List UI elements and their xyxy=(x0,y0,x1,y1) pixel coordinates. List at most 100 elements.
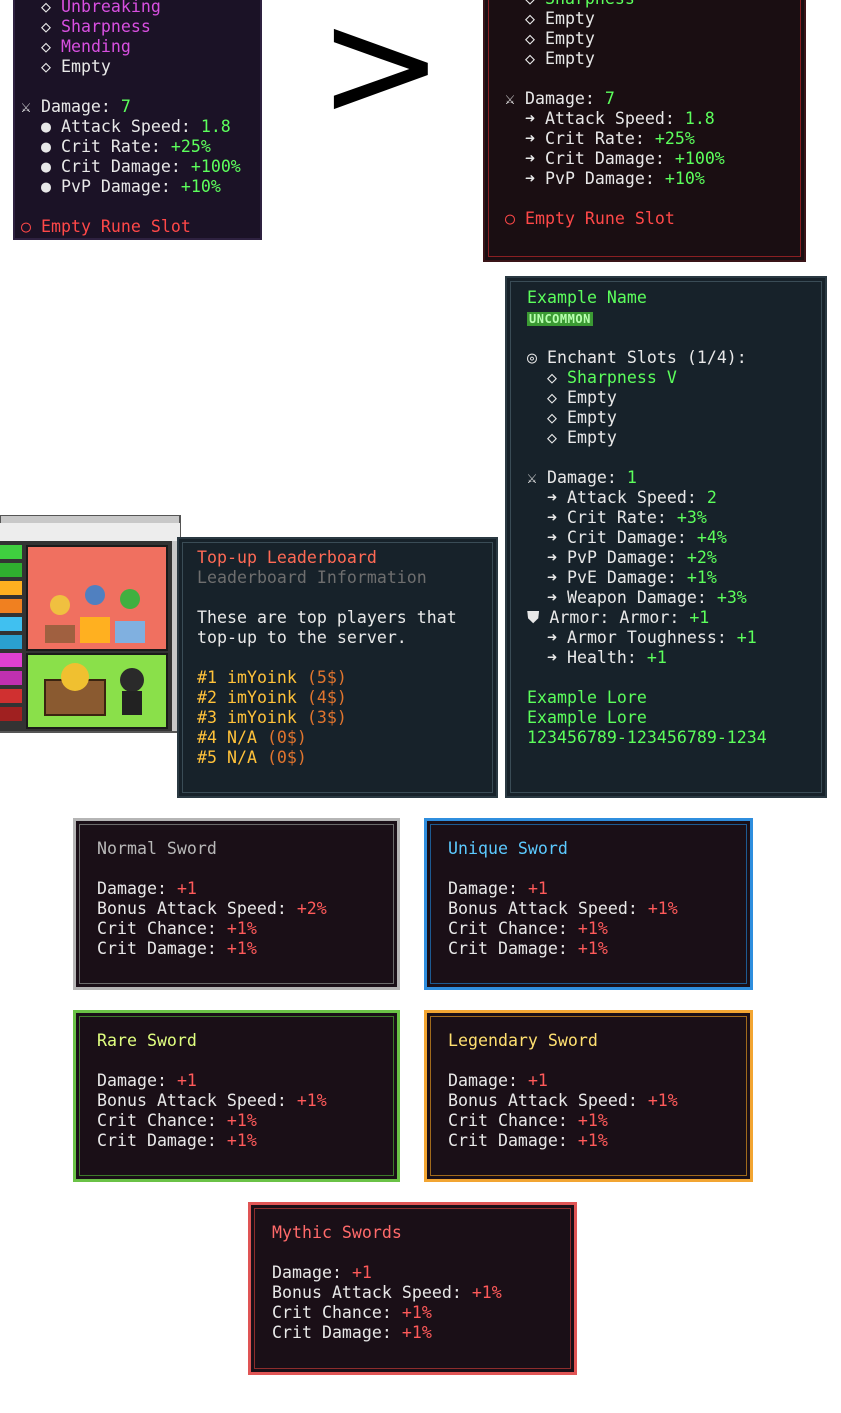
tooltip-line: Rare Sword xyxy=(97,1031,397,1051)
sword-panel: Normal Sword Damage: +1 Bonus Attack Speed… xyxy=(73,818,400,990)
text-segment: Bonus Attack Speed: xyxy=(97,899,297,918)
figure xyxy=(85,585,105,605)
text-segment: +1% xyxy=(577,1111,608,1130)
figure xyxy=(122,691,142,715)
sword-panel: Rare Sword Damage: +1 Bonus Attack Speed: … xyxy=(73,1010,400,1182)
text-segment: +4% xyxy=(696,528,727,547)
tooltip-line: ◇ Sharpness V xyxy=(527,368,825,388)
tooltip-line xyxy=(21,77,260,97)
tooltip-line: ● Crit Damage: +100% xyxy=(21,157,260,177)
text-segment: Damage: xyxy=(448,1071,528,1090)
text-segment: #1 imYoink xyxy=(197,668,307,687)
tooltip-line: ⚔ Damage: 7 xyxy=(505,89,804,109)
text-segment: Unbreaking xyxy=(60,0,161,16)
tooltip-line: Bonus Attack Speed: +1% xyxy=(272,1283,574,1303)
tooltip-line: Crit Damage: +1% xyxy=(97,1131,397,1151)
tooltip-line: Crit Damage: +1% xyxy=(97,939,397,959)
text-segment: #3 imYoink xyxy=(197,708,307,727)
tooltip-line: Normal Sword xyxy=(97,839,397,859)
tooltip-line: Unique Sword xyxy=(448,839,750,859)
text-segment: Top-up Leaderboard xyxy=(197,548,377,567)
text-segment: ◇ Empty xyxy=(21,57,111,76)
text-segment: 1.8 xyxy=(200,117,231,136)
figure xyxy=(120,589,140,609)
text-segment: +100% xyxy=(190,157,241,176)
text-segment: Crit Chance: xyxy=(272,1303,402,1322)
text-segment: ● PvP Damage: xyxy=(21,177,181,196)
tooltip-line: Top-up Leaderboard xyxy=(197,548,496,568)
tooltip-line xyxy=(197,648,496,668)
frame-top xyxy=(0,523,180,541)
tooltip-line: ⚔ Damage: 1 xyxy=(527,468,825,488)
tooltip-line: ➜ Crit Rate: +25% xyxy=(505,129,804,149)
rarity-badge: UNCOMMON xyxy=(527,312,593,326)
strip xyxy=(0,599,22,613)
text-segment: ● Attack Speed: xyxy=(21,117,201,136)
text-segment: ➜ Weapon Damage: xyxy=(527,588,717,607)
text-segment: ⚔ Damage: xyxy=(527,468,627,487)
text-segment: +2% xyxy=(296,899,327,918)
text-segment: (4$) xyxy=(306,688,347,707)
text-segment: Crit Chance: xyxy=(97,1111,227,1130)
text-segment: ➜ PvP Damage: xyxy=(527,548,687,567)
tooltip-line xyxy=(527,448,825,468)
text-segment: +1 xyxy=(736,628,757,647)
text-segment: Bonus Attack Speed: xyxy=(272,1283,472,1302)
text-segment: (5$) xyxy=(306,668,347,687)
tooltip-line: ◇ Sharpness xyxy=(505,0,804,9)
text-segment: ➜ Crit Damage: xyxy=(527,528,697,547)
text-segment: ➜ Crit Rate: xyxy=(527,508,677,527)
text-segment: #2 imYoink xyxy=(197,688,307,707)
tooltip-line: #1 imYoink (5$) xyxy=(197,668,496,688)
text-segment: (0$) xyxy=(266,748,307,767)
text-segment: ◇ Empty xyxy=(527,388,617,407)
text-segment: Damage: xyxy=(272,1263,352,1282)
tooltip-line: ◇ Sharpness xyxy=(21,17,260,37)
tooltip-line: Leaderboard Information xyxy=(197,568,496,588)
text-segment: +1% xyxy=(226,919,257,938)
tooltip-line: Example Lore xyxy=(527,708,825,728)
strip xyxy=(0,581,22,595)
text-segment: +1% xyxy=(686,568,717,587)
text-segment: +1% xyxy=(296,1091,327,1110)
tooltip-line: ◇ Empty xyxy=(505,49,804,69)
text-segment: (0$) xyxy=(266,728,307,747)
tooltip-line: UNCOMMON xyxy=(527,308,825,328)
tooltip-line: ◇ Empty xyxy=(527,428,825,448)
tooltip-line: ◇ Unbreaking xyxy=(21,0,260,17)
leaderboard-icon xyxy=(0,515,181,733)
tooltip-line: #5 N/A (0$) xyxy=(197,748,496,768)
text-segment: Example Name xyxy=(527,288,647,307)
tooltip-line: Crit Chance: +1% xyxy=(448,1111,750,1131)
tooltip-line: Crit Damage: +1% xyxy=(448,939,750,959)
text-segment: +1% xyxy=(226,939,257,958)
text-segment: ➜ Crit Damage: xyxy=(505,149,675,168)
text-segment: Bonus Attack Speed: xyxy=(448,899,648,918)
text-segment: Damage: xyxy=(97,1071,177,1090)
tooltip-line: ● PvP Damage: +10% xyxy=(21,177,260,197)
tooltip-line: ⚔ Damage: 7 xyxy=(21,97,260,117)
text-segment: +1 xyxy=(351,1263,372,1282)
tooltip-line: ➜ PvE Damage: +1% xyxy=(527,568,825,588)
text-segment: ⛊ Armor: Armor: xyxy=(527,608,690,627)
tooltip-line: #3 imYoink (3$) xyxy=(197,708,496,728)
tooltip-panel: Example Name UNCOMMON ◎ Enchant Slots (1/4… xyxy=(505,276,827,798)
text-segment: +1 xyxy=(176,1071,197,1090)
tooltip-line: ➜ Attack Speed: 1.8 xyxy=(505,109,804,129)
strip xyxy=(0,563,22,577)
tooltip-line: These are top players that xyxy=(197,608,496,628)
text-segment: #5 N/A xyxy=(197,748,267,767)
podium xyxy=(45,625,75,643)
strip xyxy=(0,617,22,631)
text-segment: +10% xyxy=(664,169,705,188)
text-segment: ○ Empty Rune Slot xyxy=(21,217,191,236)
tooltip-panel: ◇ Unbreaking ◇ Sharpness ◇ Mending ◇ Emp… xyxy=(13,0,262,240)
text-segment: Example Lore xyxy=(527,688,647,707)
text-segment: Mythic Swords xyxy=(272,1223,402,1242)
tooltip-line: ➜ Weapon Damage: +3% xyxy=(527,588,825,608)
tooltip-line: #4 N/A (0$) xyxy=(197,728,496,748)
text-segment: Damage: xyxy=(448,879,528,898)
text-segment: +1% xyxy=(471,1283,502,1302)
tooltip-line: ● Attack Speed: 1.8 xyxy=(21,117,260,137)
